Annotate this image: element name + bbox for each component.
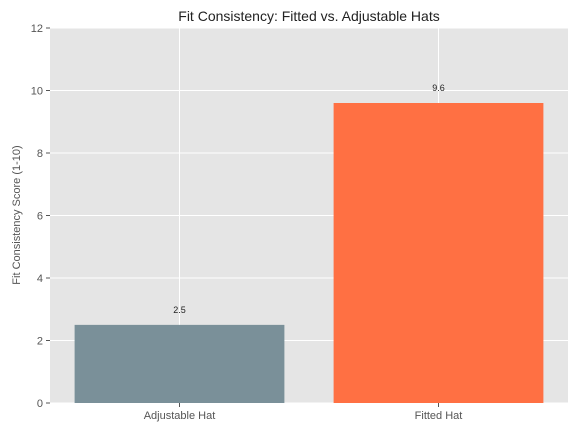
bar-fitted-hat [333, 103, 544, 403]
y-tick-label: 8 [37, 148, 43, 160]
bar-adjustable-hat [74, 324, 285, 403]
y-tick-label: 2 [37, 336, 43, 348]
data-labels: 2.5 9.6 [173, 83, 445, 315]
chart-title: Fit Consistency: Fitted vs. Adjustable H… [178, 8, 439, 24]
data-label: 2.5 [173, 305, 186, 315]
y-tick-label: 4 [37, 273, 43, 285]
y-axis-ticks: 0 2 4 6 8 10 12 [31, 23, 50, 410]
y-tick-label: 10 [31, 86, 43, 98]
x-tick-label: Adjustable Hat [144, 410, 216, 422]
y-tick-label: 12 [31, 23, 43, 35]
y-tick-label: 6 [37, 211, 43, 223]
x-tick-label: Fitted Hat [415, 410, 463, 422]
bars [74, 103, 544, 403]
y-tick-label: 0 [37, 398, 43, 410]
data-label: 9.6 [432, 83, 445, 93]
x-axis-ticks: Adjustable Hat Fitted Hat [144, 403, 463, 422]
y-axis-label: Fit Consistency Score (1-10) [11, 145, 23, 284]
